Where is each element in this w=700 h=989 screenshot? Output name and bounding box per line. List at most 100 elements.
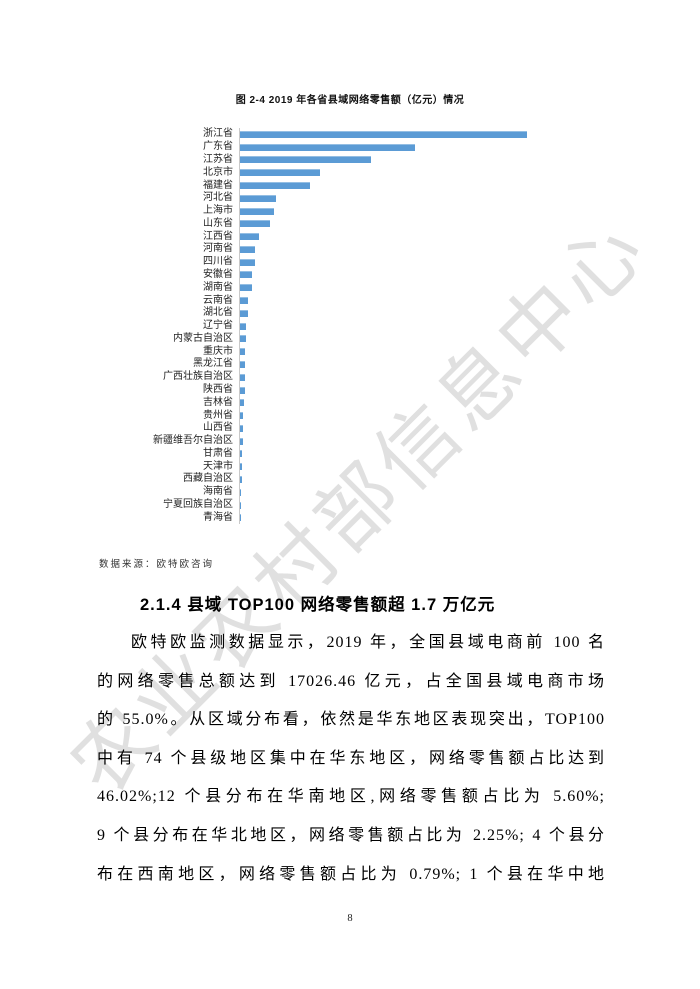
category-label: 云南省 — [203, 294, 233, 306]
category-label: 辽宁省 — [203, 320, 233, 332]
category-label: 福建省 — [203, 179, 233, 191]
bar — [240, 130, 527, 138]
province-bar-chart: 浙江省 广东省 江苏省 北京市 福建省 河北省 上海市 山东省 江西省 河南省 四川省 安徽省 湖南省云… — [88, 128, 568, 525]
plot-area — [239, 255, 568, 269]
category-label: 内蒙古自治区 — [173, 332, 233, 344]
body-line: 欧特欧监测数据显示，2019 年，全国县域电商前 100 名 — [131, 634, 605, 651]
chart-row: 广东省 — [88, 140, 568, 154]
bar — [240, 424, 244, 432]
chart-row: 贵州省 — [88, 409, 568, 422]
plot-area — [239, 447, 568, 461]
bar — [240, 156, 371, 164]
chart-row: 海南省 — [88, 485, 568, 499]
section-heading: 2.1.4 县域 TOP100 网络零售额超 1.7 万亿元 — [140, 596, 496, 614]
bar — [240, 475, 242, 483]
plot-area — [239, 460, 568, 474]
bar — [240, 501, 241, 509]
chart-row: 青海省 — [88, 511, 568, 525]
bar — [240, 437, 244, 445]
chart-row: 上海市 — [88, 204, 568, 218]
bar — [240, 322, 247, 330]
chart-row: 山西省 — [88, 421, 568, 435]
chart-row: 山东省 — [88, 217, 568, 231]
plot-area — [239, 294, 568, 307]
chart-row: 新疆维吾尔自治区 — [88, 434, 568, 448]
category-label: 新疆维吾尔自治区 — [153, 435, 233, 447]
bar — [240, 412, 244, 420]
category-label: 天津市 — [203, 460, 233, 472]
bar — [240, 514, 241, 522]
category-label: 青海省 — [203, 511, 233, 523]
category-label: 河北省 — [203, 192, 233, 204]
bar — [240, 207, 275, 215]
data-source-note: 数据来源：欧特欧咨询 — [99, 560, 215, 570]
category-label: 上海市 — [203, 205, 233, 217]
category-label: 宁夏回族自治区 — [163, 499, 233, 511]
plot-area — [239, 140, 568, 154]
chart-row: 宁夏回族自治区 — [88, 498, 568, 512]
plot-area — [239, 383, 568, 397]
chart-row: 浙江省 — [88, 128, 568, 141]
category-label: 黑龙江省 — [193, 358, 233, 370]
category-label: 浙江省 — [203, 128, 233, 140]
bar — [240, 233, 259, 241]
body-line: 46.02%;12 个县分布在华南地区,网络零售额占比为 5.60%; — [97, 788, 605, 806]
chart-row: 四川省 — [88, 255, 568, 269]
plot-area — [239, 434, 568, 448]
chart-row: 西藏自治区 — [88, 473, 568, 486]
chart-row: 黑龙江省 — [88, 358, 568, 371]
category-label: 江苏省 — [203, 153, 233, 165]
category-label: 吉林省 — [203, 396, 233, 408]
bar — [240, 271, 253, 279]
category-label: 山东省 — [203, 217, 233, 229]
chart-row: 吉林省 — [88, 396, 568, 410]
category-label: 广西壮族自治区 — [163, 371, 233, 383]
page-number: 8 — [347, 913, 353, 924]
plot-area — [239, 345, 568, 359]
chart-row: 福建省 — [88, 179, 568, 192]
chart-row: 安徽省 — [88, 268, 568, 282]
plot-area — [239, 230, 568, 244]
bar — [240, 143, 416, 151]
chart-row: 内蒙古自治区 — [88, 332, 568, 346]
body-line: 9 个县分布在华北地区，网络零售额占比为 2.25%; 4 个县分 — [97, 826, 605, 844]
category-label: 甘肃省 — [203, 447, 233, 459]
bar — [240, 297, 249, 305]
bar — [240, 284, 253, 292]
plot-area — [239, 268, 568, 282]
category-label: 安徽省 — [203, 268, 233, 280]
bar — [240, 194, 276, 202]
plot-area — [239, 498, 568, 512]
category-label: 湖北省 — [203, 307, 233, 319]
plot-area — [239, 485, 568, 499]
category-label: 重庆市 — [203, 345, 233, 357]
chart-row: 云南省 — [88, 294, 568, 307]
plot-area — [239, 473, 568, 486]
bar — [240, 335, 247, 343]
plot-area — [239, 217, 568, 231]
bar — [240, 169, 321, 177]
plot-area — [239, 511, 568, 525]
plot-area — [239, 421, 568, 435]
bar — [240, 245, 255, 253]
plot-area — [239, 396, 568, 410]
chart-row: 广西壮族自治区 — [88, 370, 568, 384]
plot-area — [239, 166, 568, 180]
plot-area — [239, 409, 568, 422]
body-line: 的网络零售总额达到 17026.46 亿元，占全国县域电商市场 — [97, 672, 605, 690]
plot-area — [239, 281, 568, 295]
bar — [240, 450, 243, 458]
category-label: 河南省 — [203, 243, 233, 255]
chart-row: 辽宁省 — [88, 319, 568, 333]
category-label: 江西省 — [203, 230, 233, 242]
category-label: 湖南省 — [203, 281, 233, 293]
chart-row: 甘肃省 — [88, 447, 568, 461]
bar — [240, 309, 249, 317]
chart-row: 河南省 — [88, 243, 568, 256]
body-line: 中有 74 个县级地区集中在华东地区，网络零售额占比达到 — [97, 749, 605, 767]
plot-area — [239, 358, 568, 371]
body-line: 的 55.0%。从区域分布看，依然是华东地区表现突出，TOP100 — [97, 711, 605, 729]
category-label: 贵州省 — [203, 409, 233, 421]
bar — [240, 488, 242, 496]
plot-area — [239, 319, 568, 333]
